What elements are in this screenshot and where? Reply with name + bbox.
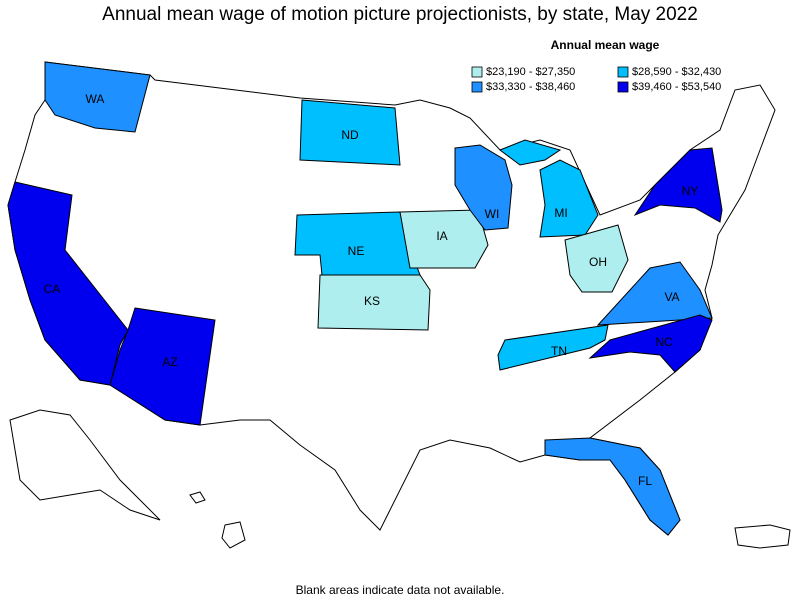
footnote: Blank areas indicate data not available. — [296, 583, 505, 597]
state-label: NY — [682, 184, 699, 198]
state-label: NC — [655, 335, 673, 349]
legend-swatch — [471, 81, 483, 93]
state-label: MI — [554, 206, 567, 220]
legend-swatch — [617, 66, 629, 78]
alaska — [9, 409, 161, 521]
state-label: VA — [664, 290, 679, 304]
state-shape — [497, 324, 609, 371]
states: WA CA AZ ND NE KS IA WI MI OH TN VA NC NY FL — [7, 61, 723, 536]
state-shape — [633, 147, 723, 223]
state-shape — [7, 181, 129, 386]
state-shape — [539, 159, 599, 238]
state-shape — [44, 61, 151, 133]
state-label: AZ — [162, 355, 177, 369]
hawaii — [189, 491, 206, 504]
state-label: WI — [485, 207, 500, 221]
state-label: KS — [364, 294, 380, 308]
state-label: WA — [86, 92, 105, 106]
legend-label: $23,190 - $27,350 — [486, 66, 575, 78]
puerto-rico — [734, 524, 791, 549]
legend-label: $28,590 - $32,430 — [632, 66, 721, 78]
state-label: ND — [341, 128, 359, 142]
legend: Annual mean wage $23,190 - $27,350 $28,59… — [471, 38, 721, 93]
state-label: IA — [436, 229, 447, 243]
state-shape — [498, 139, 562, 166]
state-label: NE — [348, 244, 365, 258]
state-shape — [317, 274, 431, 331]
state-label: TN — [551, 344, 567, 358]
state-label: CA — [44, 282, 61, 296]
state-shape — [399, 209, 489, 269]
legend-swatch — [471, 66, 483, 78]
state-label: FL — [638, 474, 652, 488]
state-shape — [299, 99, 401, 166]
state-shape — [109, 307, 216, 426]
state-shape — [588, 314, 713, 373]
legend-label: $39,460 - $53,540 — [632, 81, 721, 93]
state-shape — [454, 144, 513, 231]
state-label: OH — [589, 255, 607, 269]
legend-title: Annual mean wage — [551, 38, 660, 52]
state-shape — [564, 224, 629, 293]
hawaii — [221, 521, 246, 549]
state-shape — [544, 437, 681, 536]
legend-label: $33,330 - $38,460 — [486, 81, 575, 93]
legend-swatch — [617, 81, 629, 93]
map-title: Annual mean wage of motion picture proje… — [102, 4, 698, 25]
